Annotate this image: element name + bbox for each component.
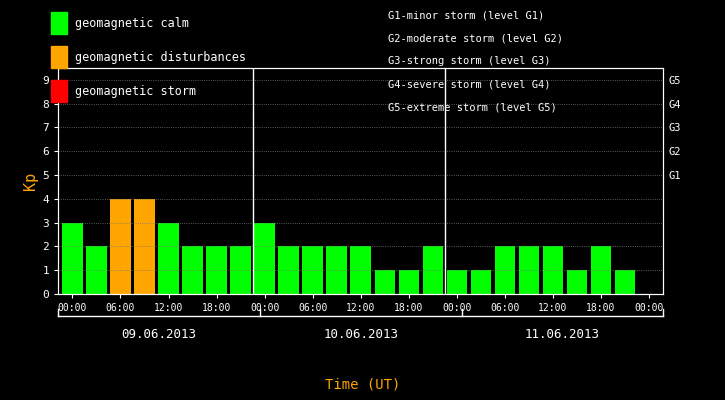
Bar xyxy=(62,223,83,294)
Text: geomagnetic disturbances: geomagnetic disturbances xyxy=(75,50,246,64)
Bar xyxy=(615,270,635,294)
Bar xyxy=(158,223,179,294)
Text: geomagnetic calm: geomagnetic calm xyxy=(75,16,189,30)
Text: G5-extreme storm (level G5): G5-extreme storm (level G5) xyxy=(388,103,557,113)
Bar xyxy=(447,270,467,294)
Y-axis label: Kp: Kp xyxy=(23,172,38,190)
Bar xyxy=(375,270,395,294)
Bar xyxy=(350,246,371,294)
Bar xyxy=(86,246,107,294)
Bar xyxy=(471,270,491,294)
Bar xyxy=(302,246,323,294)
Bar xyxy=(134,199,154,294)
Bar xyxy=(591,246,611,294)
Text: 10.06.2013: 10.06.2013 xyxy=(323,328,398,340)
Bar xyxy=(182,246,203,294)
Text: Time (UT): Time (UT) xyxy=(325,378,400,392)
Bar xyxy=(231,246,251,294)
Bar xyxy=(326,246,347,294)
Text: 11.06.2013: 11.06.2013 xyxy=(525,328,600,340)
Bar xyxy=(278,246,299,294)
Text: G1-minor storm (level G1): G1-minor storm (level G1) xyxy=(388,10,544,20)
Bar xyxy=(423,246,443,294)
Text: G4-severe storm (level G4): G4-severe storm (level G4) xyxy=(388,80,550,90)
Text: geomagnetic storm: geomagnetic storm xyxy=(75,84,196,98)
Bar xyxy=(494,246,515,294)
Bar xyxy=(542,246,563,294)
Text: G2-moderate storm (level G2): G2-moderate storm (level G2) xyxy=(388,33,563,43)
Text: 09.06.2013: 09.06.2013 xyxy=(121,328,196,340)
Bar xyxy=(567,270,587,294)
Bar xyxy=(207,246,227,294)
Bar xyxy=(518,246,539,294)
Text: G3-strong storm (level G3): G3-strong storm (level G3) xyxy=(388,56,550,66)
Bar xyxy=(110,199,130,294)
Bar xyxy=(399,270,419,294)
Bar xyxy=(254,223,275,294)
